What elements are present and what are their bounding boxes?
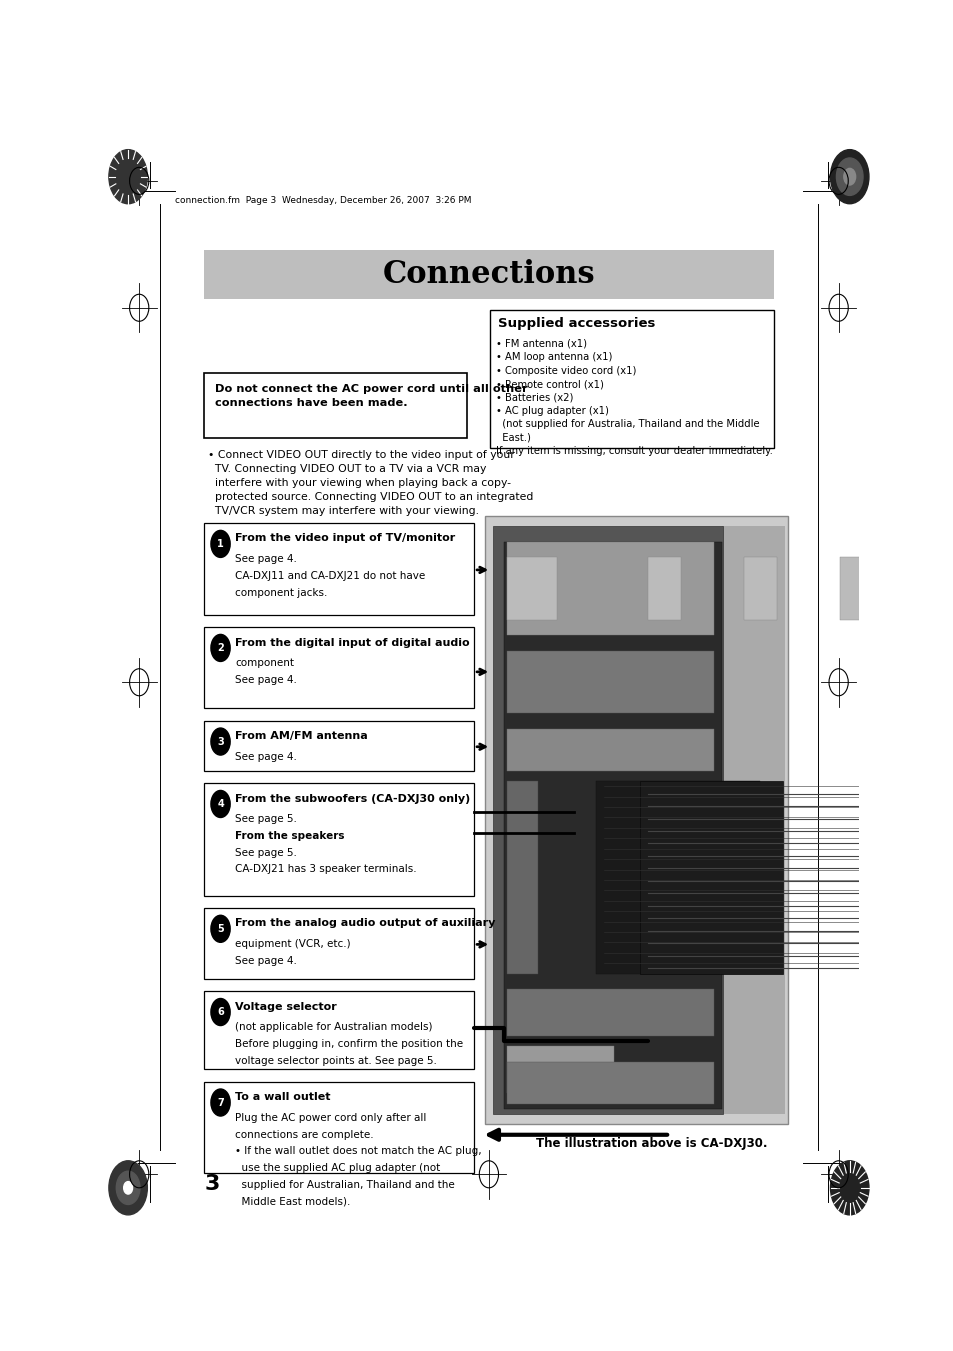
Text: • If the wall outlet does not match the AC plug,: • If the wall outlet does not match the … — [235, 1146, 481, 1156]
Circle shape — [211, 915, 230, 943]
FancyBboxPatch shape — [204, 250, 773, 300]
Circle shape — [842, 169, 855, 185]
Text: Plug the AC power cord only after all: Plug the AC power cord only after all — [235, 1113, 426, 1123]
FancyBboxPatch shape — [743, 558, 776, 620]
Text: 7: 7 — [217, 1097, 224, 1108]
Text: component: component — [235, 658, 294, 669]
FancyBboxPatch shape — [507, 1062, 713, 1104]
Text: See page 4.: See page 4. — [235, 957, 297, 966]
FancyBboxPatch shape — [204, 373, 466, 438]
Text: connections are complete.: connections are complete. — [235, 1129, 374, 1140]
Text: From the video input of TV/monitor: From the video input of TV/monitor — [235, 534, 456, 543]
FancyBboxPatch shape — [204, 992, 474, 1069]
Text: use the supplied AC plug adapter (not: use the supplied AC plug adapter (not — [235, 1163, 440, 1173]
Text: • FM antenna (x1)
• AM loop antenna (x1)
• Composite video cord (x1)
• Remote co: • FM antenna (x1) • AM loop antenna (x1)… — [496, 339, 772, 455]
Text: voltage selector points at. See page 5.: voltage selector points at. See page 5. — [235, 1055, 436, 1066]
Circle shape — [211, 531, 230, 558]
Text: CA-DXJ21 has 3 speaker terminals.: CA-DXJ21 has 3 speaker terminals. — [235, 865, 416, 874]
Circle shape — [830, 1161, 868, 1215]
Text: CA-DXJ11 and CA-DXJ21 do not have: CA-DXJ11 and CA-DXJ21 do not have — [235, 571, 425, 581]
Circle shape — [109, 1161, 147, 1215]
Text: Before plugging in, confirm the position the: Before plugging in, confirm the position… — [235, 1039, 463, 1050]
Circle shape — [109, 150, 147, 204]
FancyBboxPatch shape — [485, 516, 787, 1124]
Circle shape — [211, 728, 230, 755]
FancyBboxPatch shape — [204, 908, 474, 978]
Text: See page 4.: See page 4. — [235, 554, 297, 565]
Text: 1: 1 — [217, 539, 224, 549]
Text: • Connect VIDEO OUT directly to the video input of your
  TV. Connecting VIDEO O: • Connect VIDEO OUT directly to the vide… — [208, 450, 533, 516]
Text: See page 4.: See page 4. — [235, 676, 297, 685]
Text: (not applicable for Australian models): (not applicable for Australian models) — [235, 1023, 433, 1032]
Text: Connections: Connections — [382, 259, 595, 290]
Text: connection.fm  Page 3  Wednesday, December 26, 2007  3:26 PM: connection.fm Page 3 Wednesday, December… — [174, 196, 471, 205]
Text: From the analog audio output of auxiliary: From the analog audio output of auxiliar… — [235, 919, 496, 928]
Circle shape — [211, 998, 230, 1025]
Text: From the speakers: From the speakers — [235, 831, 344, 842]
Text: See page 4.: See page 4. — [235, 753, 297, 762]
Text: 5: 5 — [217, 924, 224, 934]
Text: From the subwoofers (CA-DXJ30 only): From the subwoofers (CA-DXJ30 only) — [235, 793, 470, 804]
FancyBboxPatch shape — [639, 781, 782, 974]
FancyBboxPatch shape — [596, 781, 759, 974]
FancyBboxPatch shape — [840, 558, 888, 620]
Circle shape — [211, 1089, 230, 1116]
Text: To a wall outlet: To a wall outlet — [235, 1092, 331, 1102]
Text: equipment (VCR, etc.): equipment (VCR, etc.) — [235, 939, 351, 950]
Text: From AM/FM antenna: From AM/FM antenna — [235, 731, 368, 742]
FancyBboxPatch shape — [490, 309, 773, 449]
Text: 6: 6 — [217, 1006, 224, 1017]
FancyBboxPatch shape — [507, 730, 713, 770]
Text: From the digital input of digital audio: From the digital input of digital audio — [235, 638, 470, 647]
FancyBboxPatch shape — [507, 989, 713, 1036]
FancyBboxPatch shape — [503, 542, 721, 1109]
Text: The illustration above is CA-DXJ30.: The illustration above is CA-DXJ30. — [536, 1136, 766, 1150]
FancyBboxPatch shape — [720, 526, 784, 1115]
FancyBboxPatch shape — [507, 781, 537, 974]
Text: supplied for Australian, Thailand and the: supplied for Australian, Thailand and th… — [235, 1179, 455, 1189]
FancyBboxPatch shape — [507, 651, 713, 713]
FancyBboxPatch shape — [492, 526, 722, 1115]
Text: Voltage selector: Voltage selector — [235, 1001, 336, 1012]
Circle shape — [116, 1171, 140, 1205]
FancyBboxPatch shape — [507, 1047, 613, 1093]
Text: 2: 2 — [217, 643, 224, 653]
Circle shape — [211, 635, 230, 662]
Text: Middle East models).: Middle East models). — [235, 1196, 351, 1206]
Text: 4: 4 — [217, 798, 224, 809]
FancyBboxPatch shape — [204, 784, 474, 896]
Circle shape — [124, 1182, 132, 1194]
FancyBboxPatch shape — [507, 542, 713, 635]
Text: Do not connect the AC power cord until all other
connections have been made.: Do not connect the AC power cord until a… — [214, 384, 527, 408]
Text: Supplied accessories: Supplied accessories — [497, 317, 655, 330]
FancyBboxPatch shape — [647, 558, 679, 620]
Text: See page 5.: See page 5. — [235, 847, 297, 858]
Text: 3: 3 — [217, 736, 224, 747]
Text: 3: 3 — [204, 1174, 219, 1194]
Circle shape — [830, 150, 868, 204]
Text: See page 5.: See page 5. — [235, 815, 297, 824]
FancyBboxPatch shape — [204, 1082, 474, 1173]
Circle shape — [836, 158, 862, 196]
Circle shape — [211, 790, 230, 817]
FancyBboxPatch shape — [204, 720, 474, 770]
FancyBboxPatch shape — [507, 558, 556, 620]
FancyBboxPatch shape — [204, 523, 474, 615]
Text: component jacks.: component jacks. — [235, 588, 328, 597]
FancyBboxPatch shape — [204, 627, 474, 708]
